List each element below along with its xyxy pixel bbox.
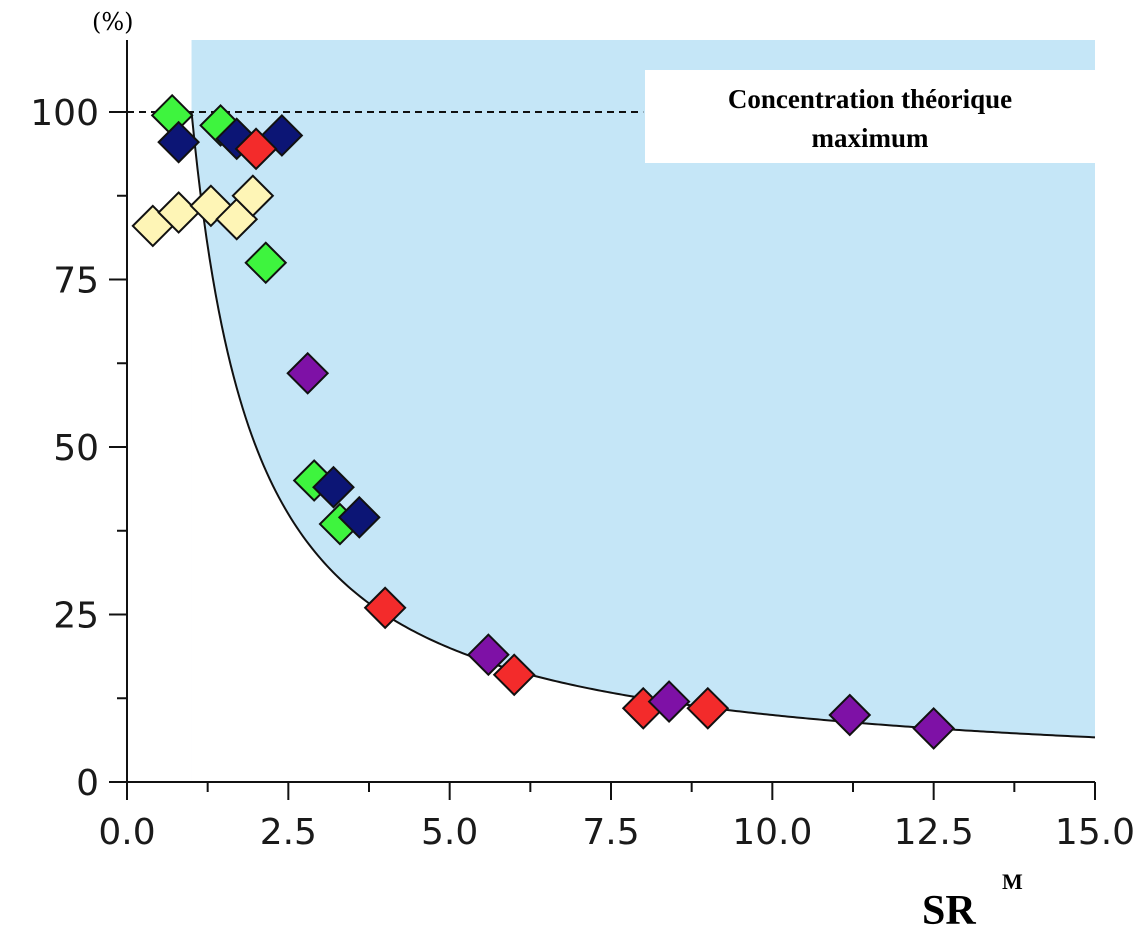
data-point-red: [492, 653, 536, 697]
data-point-navy: [312, 465, 355, 509]
data-point-purple: [912, 706, 956, 750]
data-point-green: [244, 241, 288, 285]
data-point-purple: [466, 633, 510, 677]
data-point-red: [686, 686, 730, 730]
annotation-box: Concentration théorique maximum: [645, 70, 1095, 163]
x-axis-title-superscript: M: [1002, 869, 1023, 894]
annotation-line-1: Concentration théorique: [728, 84, 1012, 114]
x-tick-label: 15.0: [1055, 812, 1135, 853]
x-tick-label: 0.0: [98, 812, 155, 853]
y-tick-label: 75: [53, 261, 99, 302]
x-tick-label: 2.5: [260, 812, 317, 853]
data-point-red: [363, 586, 407, 630]
x-tick-label: 5.0: [421, 812, 478, 853]
y-tick-label: 100: [30, 93, 99, 134]
data-point-red: [234, 127, 278, 171]
data-point-purple: [286, 351, 330, 395]
y-axis-unit-label: (%): [92, 8, 134, 36]
data-point-navy: [337, 495, 381, 539]
y-tick-label: 0: [76, 763, 99, 804]
data-point-pale-yellow: [231, 174, 275, 218]
x-ticks: 0.0 2.5 5.0 7.5 10.0 12.5 15.0: [98, 782, 1135, 853]
x-tick-label: 12.5: [894, 812, 974, 853]
data-point-purple: [828, 693, 872, 737]
area-under-curve: [191, 112, 1095, 782]
annotation-line-2: maximum: [812, 123, 930, 153]
axes: 0.0 2.5 5.0 7.5 10.0 12.5 15.0 0 25 50 75 100: [30, 40, 1135, 853]
x-tick-label: 7.5: [582, 812, 639, 853]
x-tick-label: 10.0: [732, 812, 812, 853]
data-point-navy: [157, 120, 201, 164]
x-axis-title: SR: [922, 888, 976, 934]
data-points: [131, 93, 956, 750]
data-point-purple: [647, 680, 691, 724]
y-tick-label: 50: [53, 428, 99, 469]
y-tick-label: 25: [53, 596, 99, 637]
y-ticks: 0 25 50 75 100: [30, 93, 127, 804]
